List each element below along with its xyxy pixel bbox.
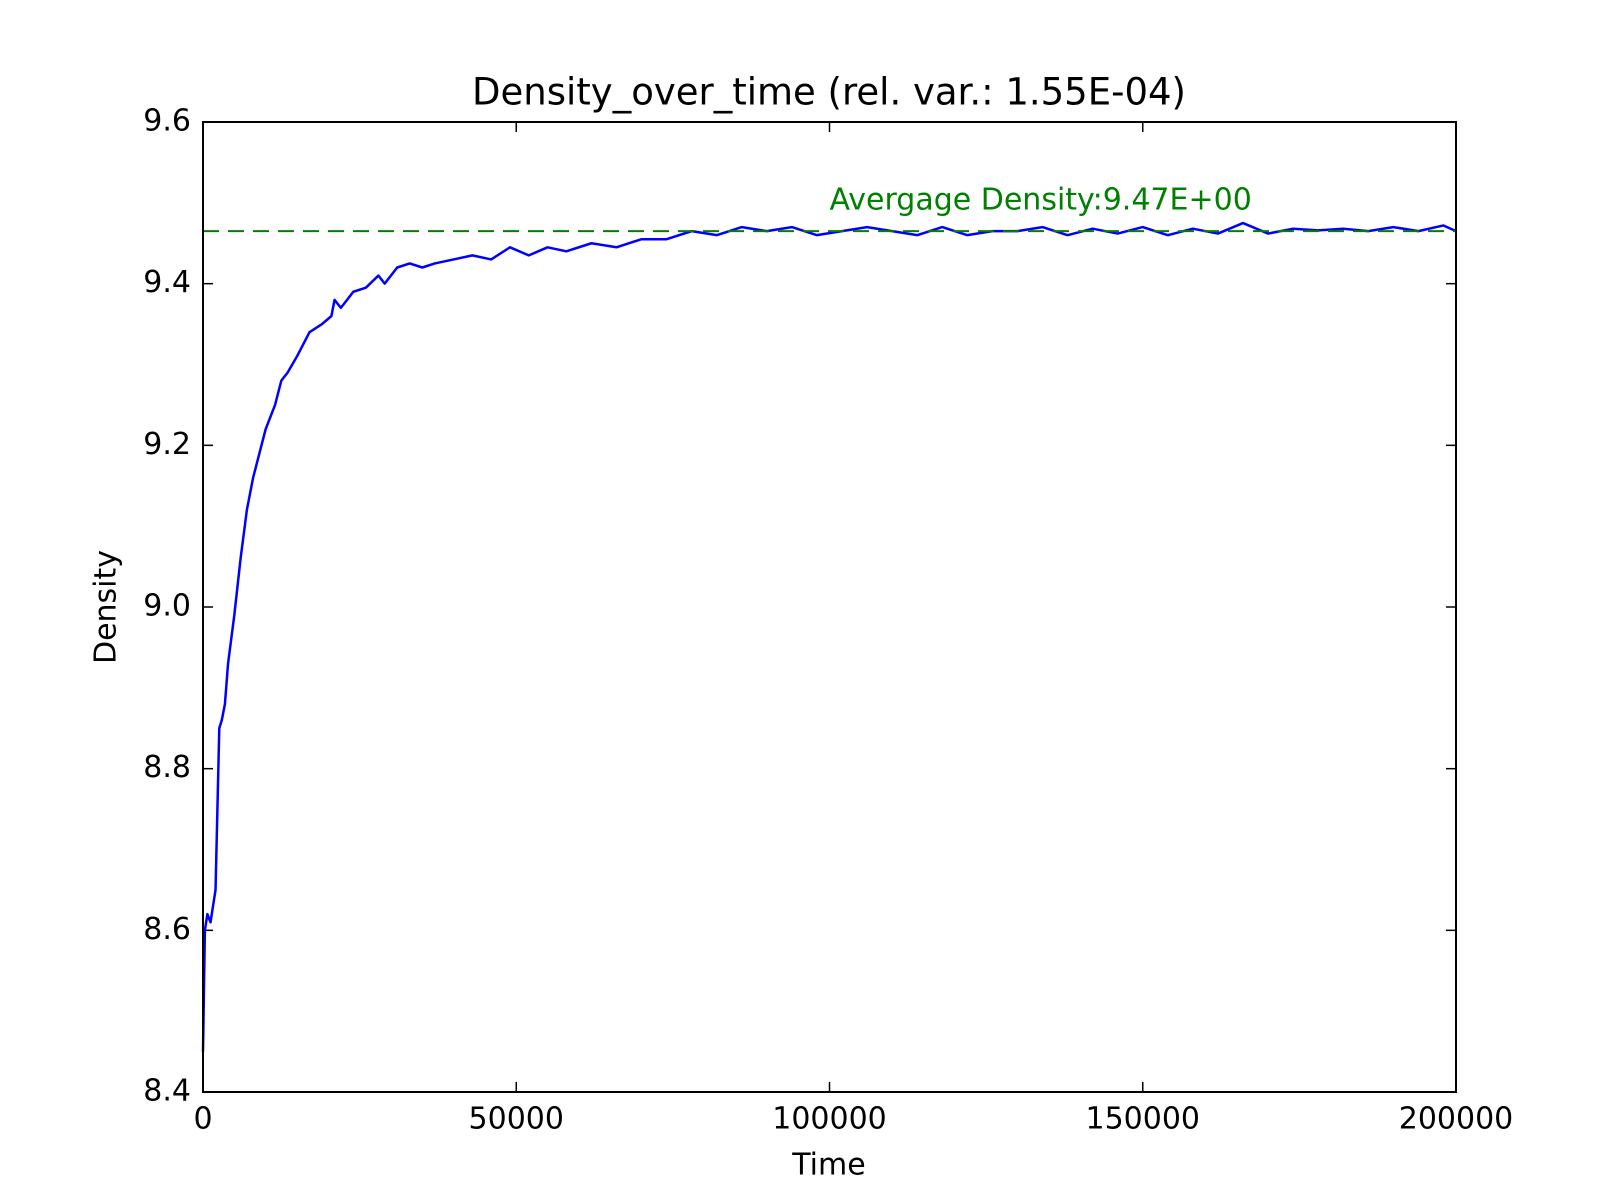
plot-frame — [202, 121, 1457, 1093]
x-tick-label: 200000 — [1399, 1102, 1514, 1137]
y-tick-label: 8.4 — [143, 1074, 191, 1109]
data-line — [201, 221, 1457, 1052]
y-tick-label: 8.8 — [143, 750, 191, 785]
x-tick-label: 0 — [193, 1102, 212, 1137]
average-annotation: Avergage Density:9.47E+00 — [830, 183, 1252, 218]
x-axis-label: Time — [791, 1148, 865, 1183]
x-tick-label: 150000 — [1085, 1102, 1200, 1137]
x-tick-label: 100000 — [772, 1102, 887, 1137]
y-tick-label: 9.0 — [143, 589, 191, 624]
y-axis-label: Density — [89, 550, 124, 664]
y-tick-label: 8.6 — [143, 912, 191, 947]
chart-title: Density_over_time (rel. var.: 1.55E-04) — [472, 71, 1186, 114]
y-tick-label: 9.4 — [143, 265, 191, 300]
y-tick-label: 9.2 — [143, 427, 191, 462]
y-tick-label: 9.6 — [143, 104, 191, 139]
x-tick-label: 50000 — [469, 1102, 564, 1137]
